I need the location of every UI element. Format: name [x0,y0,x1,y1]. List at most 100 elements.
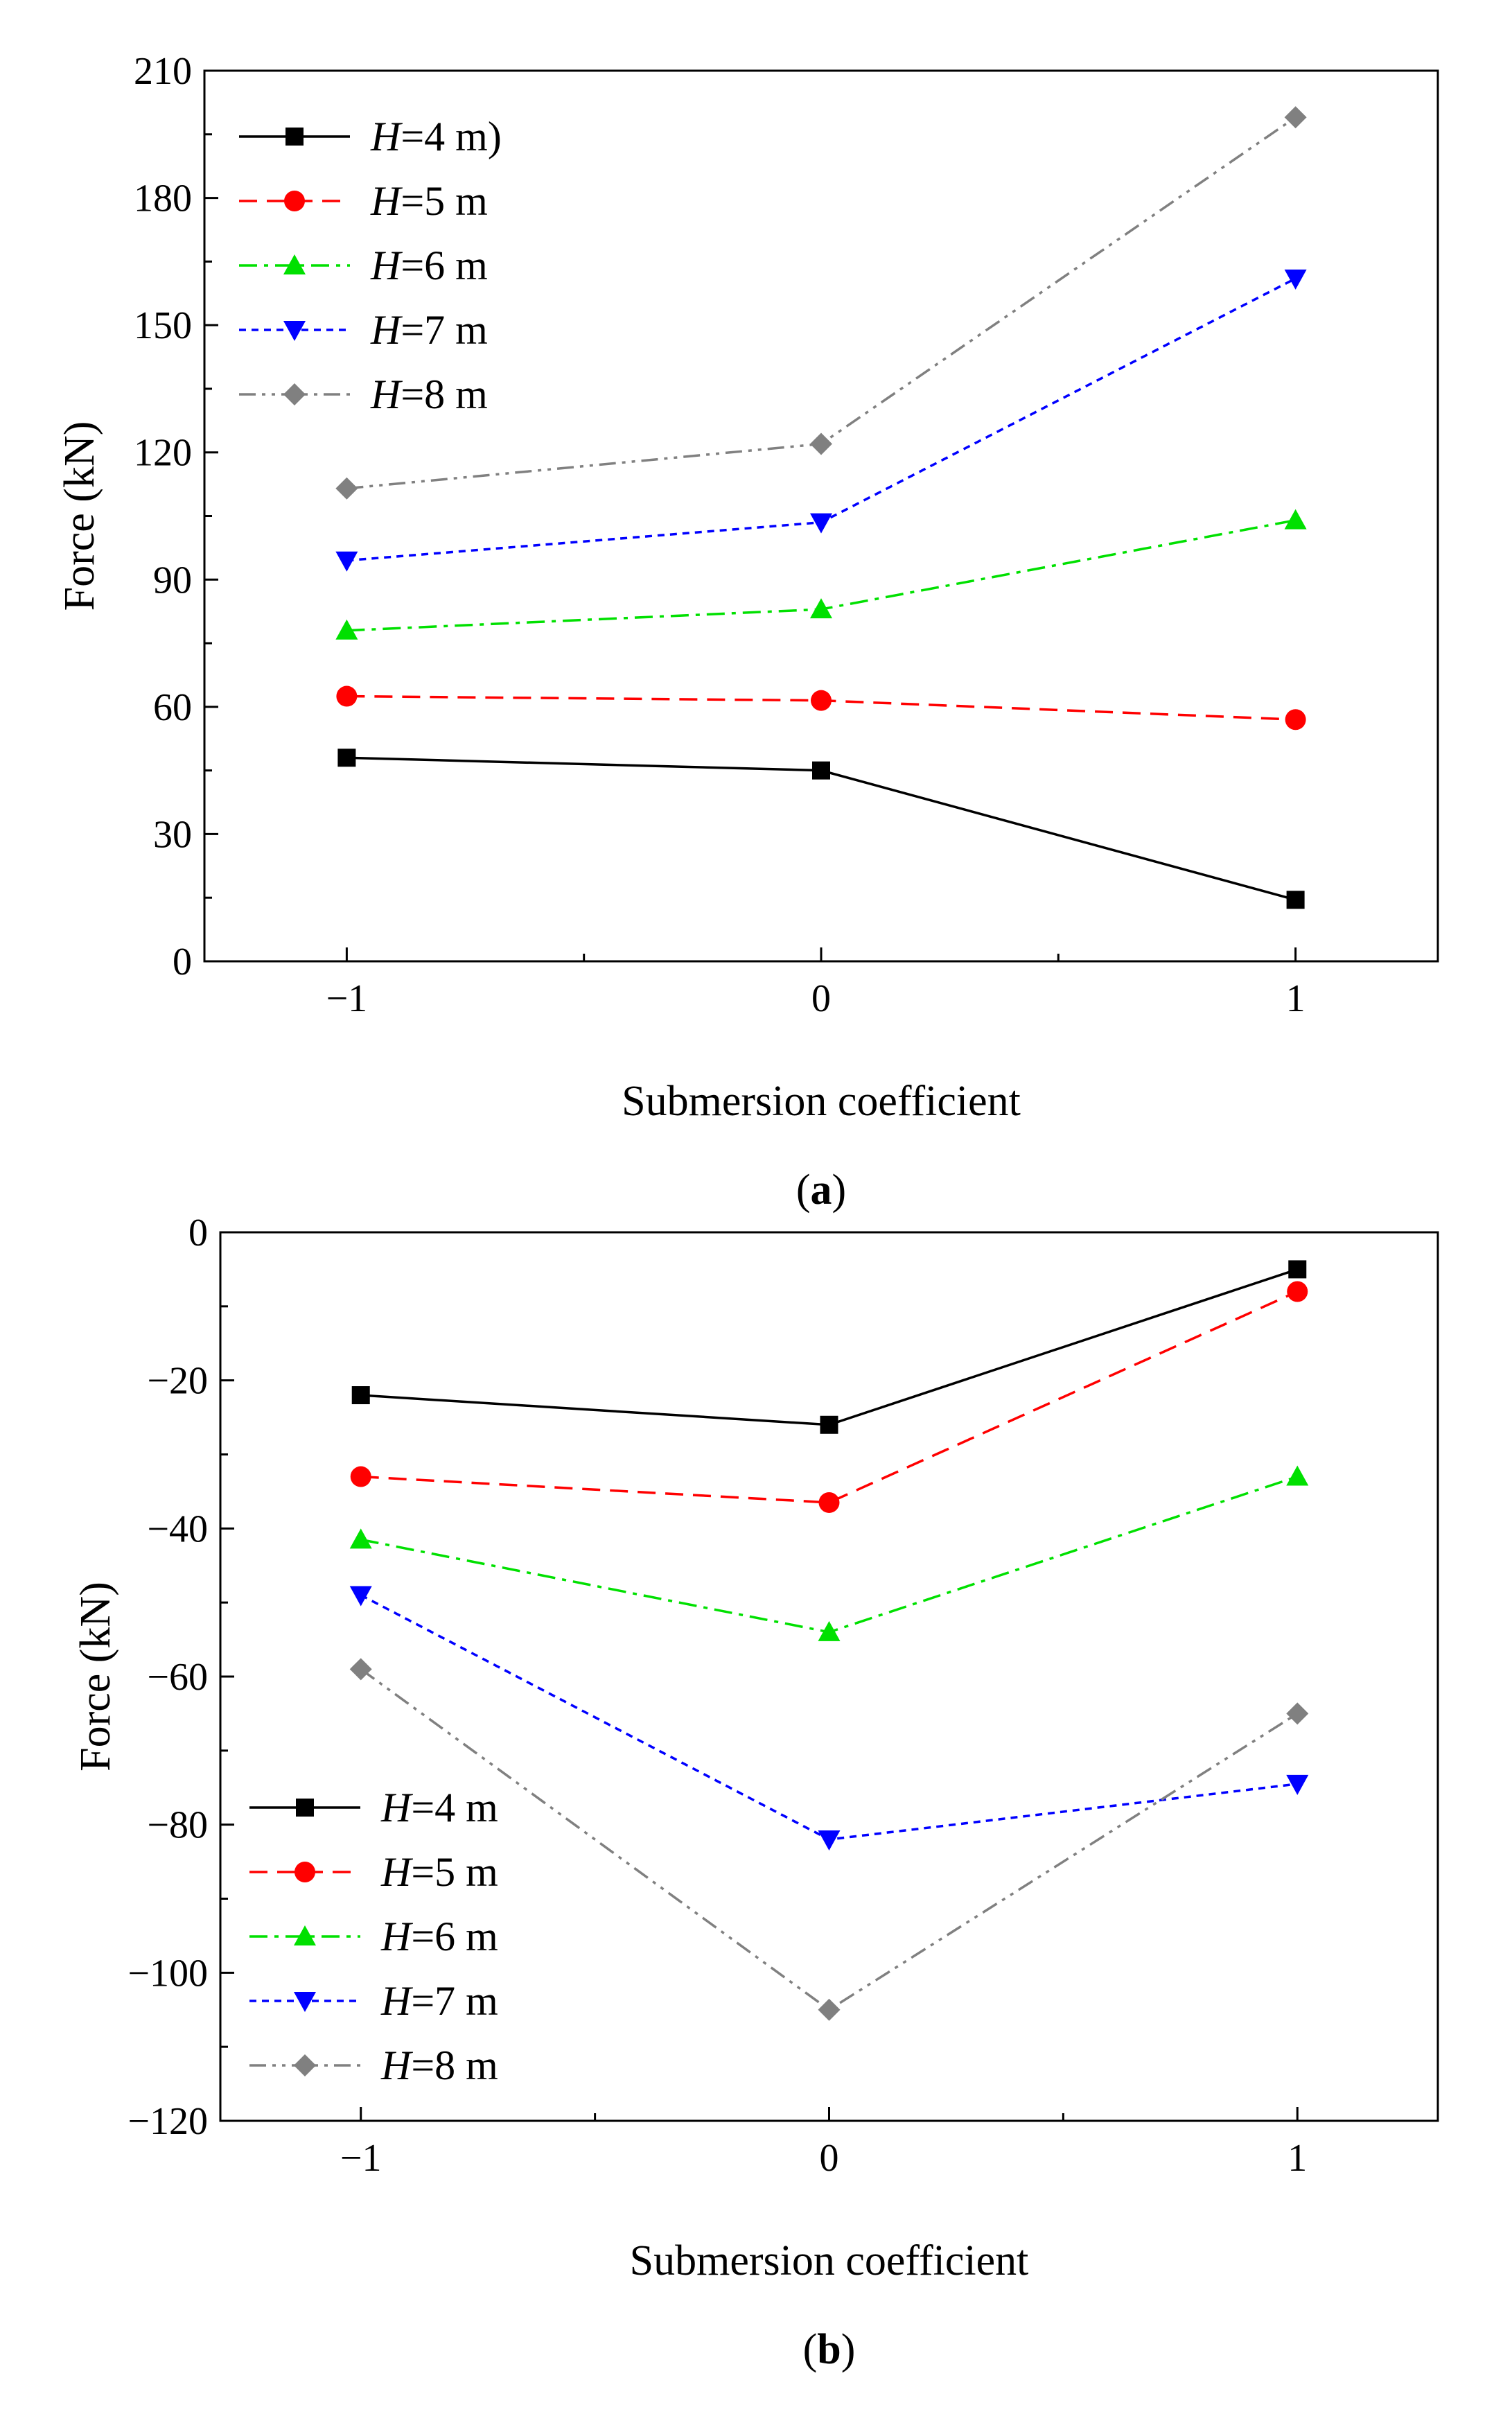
data-point [336,685,358,707]
series-2 [336,685,1306,731]
legend-item: H=8 m [239,371,488,417]
legend-label: H=8 m [370,371,488,417]
data-point [810,513,832,534]
legend: H=4 m H=5 m H=6 m H=7 m H=8 m [249,1785,498,2088]
y-tick-label: 120 [134,432,192,475]
data-point [1287,1281,1308,1302]
y-tick-label: 90 [153,559,192,602]
series-3 [349,1465,1309,1641]
data-point [1286,1465,1309,1486]
y-tick-label: −40 [147,1507,208,1550]
x-axis-title: Submersion coefficient [630,2237,1029,2284]
legend-label: H=7 m [370,307,488,353]
series-line [360,1668,1299,2011]
legend-marker [294,2054,316,2076]
y-tick-label: −60 [147,1656,208,1699]
legend-item: H=5 m [239,178,488,224]
legend-item: H=6 m [249,1914,498,1959]
data-point [820,1415,838,1434]
legend-marker [283,383,306,405]
legend-marker [296,1799,314,1817]
legend-marker [295,1862,315,1882]
series-line [346,116,1296,490]
y-tick-label: 0 [173,941,192,983]
y-tick-label: 30 [153,813,192,856]
data-point [335,477,358,500]
legend-marker [294,1992,316,2012]
legend-label: H=4 m [380,1785,498,1830]
x-tick-label: 1 [1286,977,1306,1020]
y-tick-label: 150 [134,304,192,347]
legend-marker [294,1925,316,1945]
legend-label: H=5 m [370,178,488,224]
data-point [349,1528,372,1549]
legend-item: H=6 m [239,243,488,288]
legend-item: H=8 m [249,2043,498,2088]
series-1 [337,749,1305,909]
data-point [1284,509,1307,530]
data-point [1286,891,1305,909]
panel-letter: a [811,1166,832,1214]
panel-label: (b) [803,2326,856,2373]
legend-item: H=4 m [249,1785,498,1830]
legend-label: H=6 m [370,243,488,288]
data-point [1285,709,1306,731]
data-point [350,1466,371,1487]
legend-label: H=6 m [380,1914,498,1959]
y-tick-label: −20 [147,1360,208,1403]
x-tick-label: 1 [1287,2137,1307,2180]
data-point [1284,269,1307,290]
y-tick-label: −120 [128,2100,208,2143]
data-point [335,551,358,572]
series-1 [351,1260,1307,1434]
series-4 [335,269,1307,572]
data-point [818,1620,841,1641]
x-tick-label: 0 [820,2137,839,2180]
data-point [810,598,832,619]
legend-marker [284,191,305,211]
series-5 [335,106,1307,500]
data-point [351,1386,370,1405]
legend-marker [285,128,304,146]
legend-label: H=5 m [380,1849,498,1895]
y-tick-label: −100 [128,1952,208,1995]
y-axis-title: Force (kN) [56,421,103,611]
legend-item: H=5 m [249,1849,498,1895]
y-axis-title: Force (kN) [72,1582,119,1772]
x-tick-label: −1 [340,2137,382,2180]
legend-item: H=7 m [249,1978,498,2024]
legend-marker [283,254,306,274]
series-2 [350,1281,1308,1513]
data-point [349,1586,372,1607]
data-point [1286,1702,1309,1725]
data-point [818,1998,841,2021]
x-tick-label: 0 [811,977,831,1020]
series-3 [335,509,1307,640]
legend-label: H=8 m [380,2043,498,2088]
legend-item: H=4 m) [239,114,502,159]
series-line [360,1290,1298,1504]
data-point [1288,1260,1307,1279]
x-tick-label: −1 [326,977,368,1020]
y-tick-label: 180 [134,177,192,220]
data-point [812,761,830,780]
legend-label: H=7 m [380,1978,498,2024]
series-4 [349,1586,1309,1851]
legend-label: H=4 m) [370,114,502,159]
y-tick-label: 0 [188,1212,208,1254]
legend-marker [283,321,306,341]
data-point [337,749,356,767]
data-point [349,1658,372,1681]
data-point [810,432,832,455]
y-tick-label: 210 [134,50,192,93]
data-point [818,1492,840,1513]
panel-label: (a) [796,1166,846,1214]
legend-item: H=7 m [239,307,488,353]
data-point [818,1830,841,1851]
chart-panel-a: −1 0 1 0 30 60 90 120 150 180 210 Submersion coeffi… [56,50,1439,1214]
data-point [811,690,832,711]
y-tick-label: 60 [153,686,192,729]
data-point [1284,106,1307,129]
data-point [1286,1774,1309,1795]
